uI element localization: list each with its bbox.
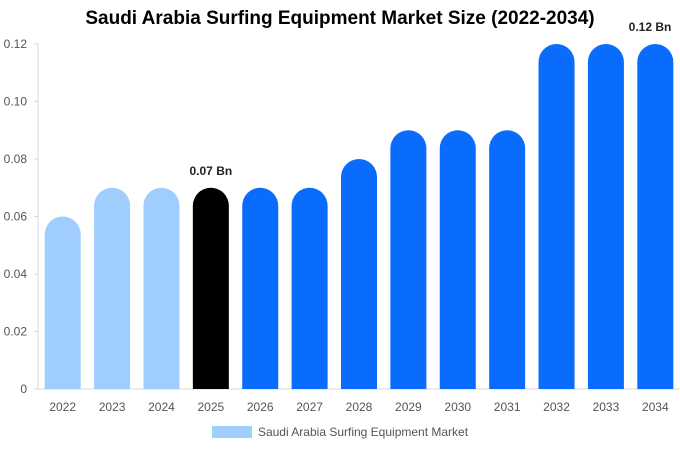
x-tick-label: 2026 — [247, 400, 274, 414]
legend-swatch — [211, 426, 252, 438]
bar-2031 — [489, 130, 526, 389]
bar-2027 — [291, 187, 328, 389]
x-tick-label: 2030 — [444, 400, 471, 414]
x-tick-label: 2032 — [543, 400, 570, 414]
bar-2024 — [143, 187, 180, 389]
bar-2034 — [637, 44, 674, 389]
bar-2028 — [341, 159, 377, 389]
x-tick-label: 2022 — [49, 400, 76, 414]
bar-2032 — [538, 44, 575, 389]
bar-2030 — [439, 130, 476, 390]
bar-2025 — [192, 187, 229, 389]
bar-2023 — [94, 187, 131, 389]
data-label: 0.12 Bn — [629, 20, 672, 34]
x-tick-label: 2029 — [395, 400, 422, 414]
y-tick-label: 0.08 — [4, 152, 28, 166]
data-label: 0.07 Bn — [190, 164, 233, 178]
x-tick-label: 2024 — [148, 400, 175, 414]
y-tick-label: 0 — [20, 382, 27, 396]
x-tick-label: 2033 — [593, 400, 620, 414]
x-tick-label: 2031 — [494, 400, 521, 414]
bar-2026 — [242, 187, 279, 389]
chart-legend: Saudi Arabia Surfing Equipment Market — [0, 425, 680, 439]
y-tick-label: 0.12 — [4, 37, 28, 51]
y-tick-label: 0.10 — [4, 95, 28, 109]
x-tick-label: 2025 — [197, 400, 224, 414]
y-tick-label: 0.02 — [4, 325, 28, 339]
bar-2029 — [390, 130, 427, 390]
x-tick-label: 2027 — [296, 400, 323, 414]
y-tick-label: 0.04 — [4, 267, 28, 281]
x-tick-label: 2028 — [346, 400, 373, 414]
bar-2022 — [44, 216, 81, 389]
chart-title: Saudi Arabia Surfing Equipment Market Si… — [85, 8, 595, 29]
x-tick-label: 2034 — [642, 400, 669, 414]
legend-label: Saudi Arabia Surfing Equipment Market — [257, 425, 469, 439]
y-tick-label: 0.06 — [4, 210, 28, 224]
x-tick-label: 2023 — [99, 400, 126, 414]
bar-2033 — [587, 44, 624, 389]
